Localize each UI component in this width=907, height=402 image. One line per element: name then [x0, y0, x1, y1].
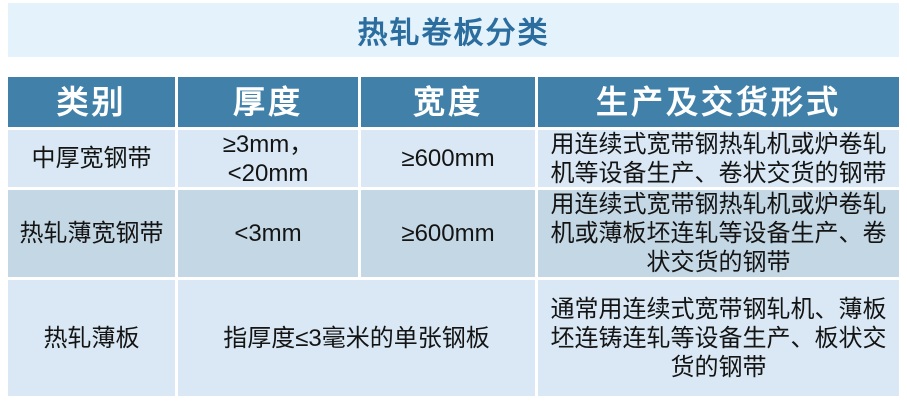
row2-production-cell: 用连续式宽带钢热轧机或炉卷轧机或薄板坯连轧等设备生产、卷状交货的钢带	[538, 190, 899, 277]
classification-table: 类别 厚度 宽度 生产及交货形式 中厚宽钢带 ≥3mm，<20mm ≥600mm…	[8, 77, 899, 396]
table-title: 热轧卷板分类	[357, 17, 550, 50]
row3-thickness-width-merged-cell: 指厚度≤3毫米的单张钢板	[178, 280, 535, 396]
row1-category-cell: 中厚宽钢带	[8, 130, 175, 187]
column-header-width: 宽度	[361, 77, 535, 127]
row1-thickness-cell: ≥3mm，<20mm	[178, 130, 358, 187]
table-title-banner: 热轧卷板分类	[8, 3, 899, 57]
row3-production-cell: 通常用连续式宽带钢轧机、薄板坯连铸连轧等设备生产、板状交货的钢带	[538, 280, 899, 396]
row2-category-cell: 热轧薄宽钢带	[8, 190, 175, 277]
row1-width-cell: ≥600mm	[361, 130, 535, 187]
column-header-thickness: 厚度	[178, 77, 358, 127]
column-header-category: 类别	[8, 77, 175, 127]
row1-production-cell: 用连续式宽带钢热轧机或炉卷轧机等设备生产、卷状交货的钢带	[538, 130, 899, 187]
row3-category-cell: 热轧薄板	[8, 280, 175, 396]
row2-width-cell: ≥600mm	[361, 190, 535, 277]
row2-thickness-cell: <3mm	[178, 190, 358, 277]
column-header-production: 生产及交货形式	[538, 77, 899, 127]
